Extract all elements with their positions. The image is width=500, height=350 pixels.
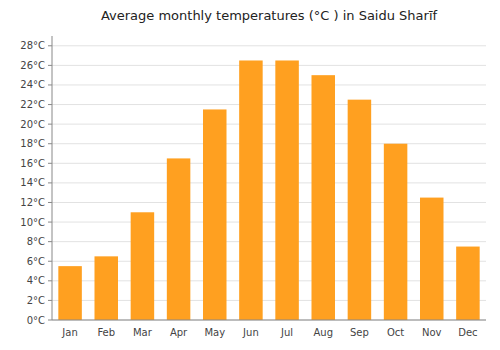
y-tick <box>48 320 52 321</box>
bars <box>58 60 479 320</box>
y-tick <box>48 163 52 164</box>
x-tick-label: Nov <box>422 327 442 338</box>
x-tick-label: Feb <box>97 327 115 338</box>
y-tick-label: 14°C <box>20 177 45 188</box>
x-tick-label: Apr <box>170 327 188 338</box>
x-tick-label: Jan <box>61 327 77 338</box>
bar <box>456 247 480 320</box>
y-tick-label: 12°C <box>20 197 45 208</box>
y-tick <box>48 261 52 262</box>
grid-line <box>52 84 486 85</box>
bar <box>94 256 118 320</box>
x-tick-label: Oct <box>387 327 404 338</box>
y-tick-label: 22°C <box>20 99 45 110</box>
y-tick <box>48 84 52 85</box>
y-tick-label: 8°C <box>27 236 45 247</box>
bar <box>275 60 299 320</box>
grid <box>52 46 486 320</box>
y-tick-label: 2°C <box>27 295 45 306</box>
x-tick-label: Dec <box>458 327 477 338</box>
x-tick-label: Jul <box>280 327 293 338</box>
y-axis-line <box>52 36 53 320</box>
x-tick-label: Sep <box>350 327 369 338</box>
chart: Average monthly temperatures (°C ) in Sa… <box>0 0 500 350</box>
y-axis: 0°C 2°C 4°C 6°C 8°C 10°C 12°C 14°C 16°C 18°C 20°C 2… <box>20 36 52 326</box>
bar <box>239 60 263 320</box>
bar <box>58 266 82 320</box>
grid-line <box>52 320 486 321</box>
y-tick <box>48 104 52 105</box>
x-tick-label: Jun <box>242 327 259 338</box>
x-tick-label: May <box>204 327 225 338</box>
y-tick-label: 10°C <box>20 217 45 228</box>
y-tick-label: 18°C <box>20 138 45 149</box>
y-tick <box>48 202 52 203</box>
y-tick <box>48 300 52 301</box>
y-tick <box>48 45 52 46</box>
grid-line <box>52 65 486 66</box>
grid-line <box>52 163 486 164</box>
bar <box>348 100 372 320</box>
grid-line <box>52 124 486 125</box>
grid-line <box>52 182 486 183</box>
grid-line <box>52 104 486 105</box>
y-tick <box>48 143 52 144</box>
x-axis-line <box>52 320 486 321</box>
bar <box>420 198 444 320</box>
y-tick-label: 24°C <box>20 79 45 90</box>
y-tick-label: 6°C <box>27 256 45 267</box>
page: {"chart_data": {"type": "bar", "title": … <box>0 0 500 350</box>
x-axis: Jan Feb Mar Apr May Jun Jul Aug Sep Oct Nov Dec <box>52 320 486 338</box>
y-tick-label: 0°C <box>27 315 45 326</box>
y-tick <box>48 124 52 125</box>
y-tick <box>48 65 52 66</box>
y-tick-label: 28°C <box>20 40 45 51</box>
bar <box>203 109 227 320</box>
title: Average monthly temperatures (°C ) in Sa… <box>101 8 438 23</box>
grid-line <box>52 45 486 46</box>
y-tick-label: 26°C <box>20 60 45 71</box>
y-tick <box>48 222 52 223</box>
y-tick <box>48 182 52 183</box>
x-tick-label: Mar <box>133 327 153 338</box>
bar <box>311 75 335 320</box>
bar <box>131 212 155 320</box>
y-tick <box>48 241 52 242</box>
grid-line <box>52 143 486 144</box>
x-tick-label: Aug <box>313 327 333 338</box>
bar <box>167 158 191 320</box>
bar <box>384 144 408 320</box>
y-tick <box>48 280 52 281</box>
y-tick-label: 4°C <box>27 275 45 286</box>
y-tick-label: 16°C <box>20 158 45 169</box>
y-tick-label: 20°C <box>20 119 45 130</box>
